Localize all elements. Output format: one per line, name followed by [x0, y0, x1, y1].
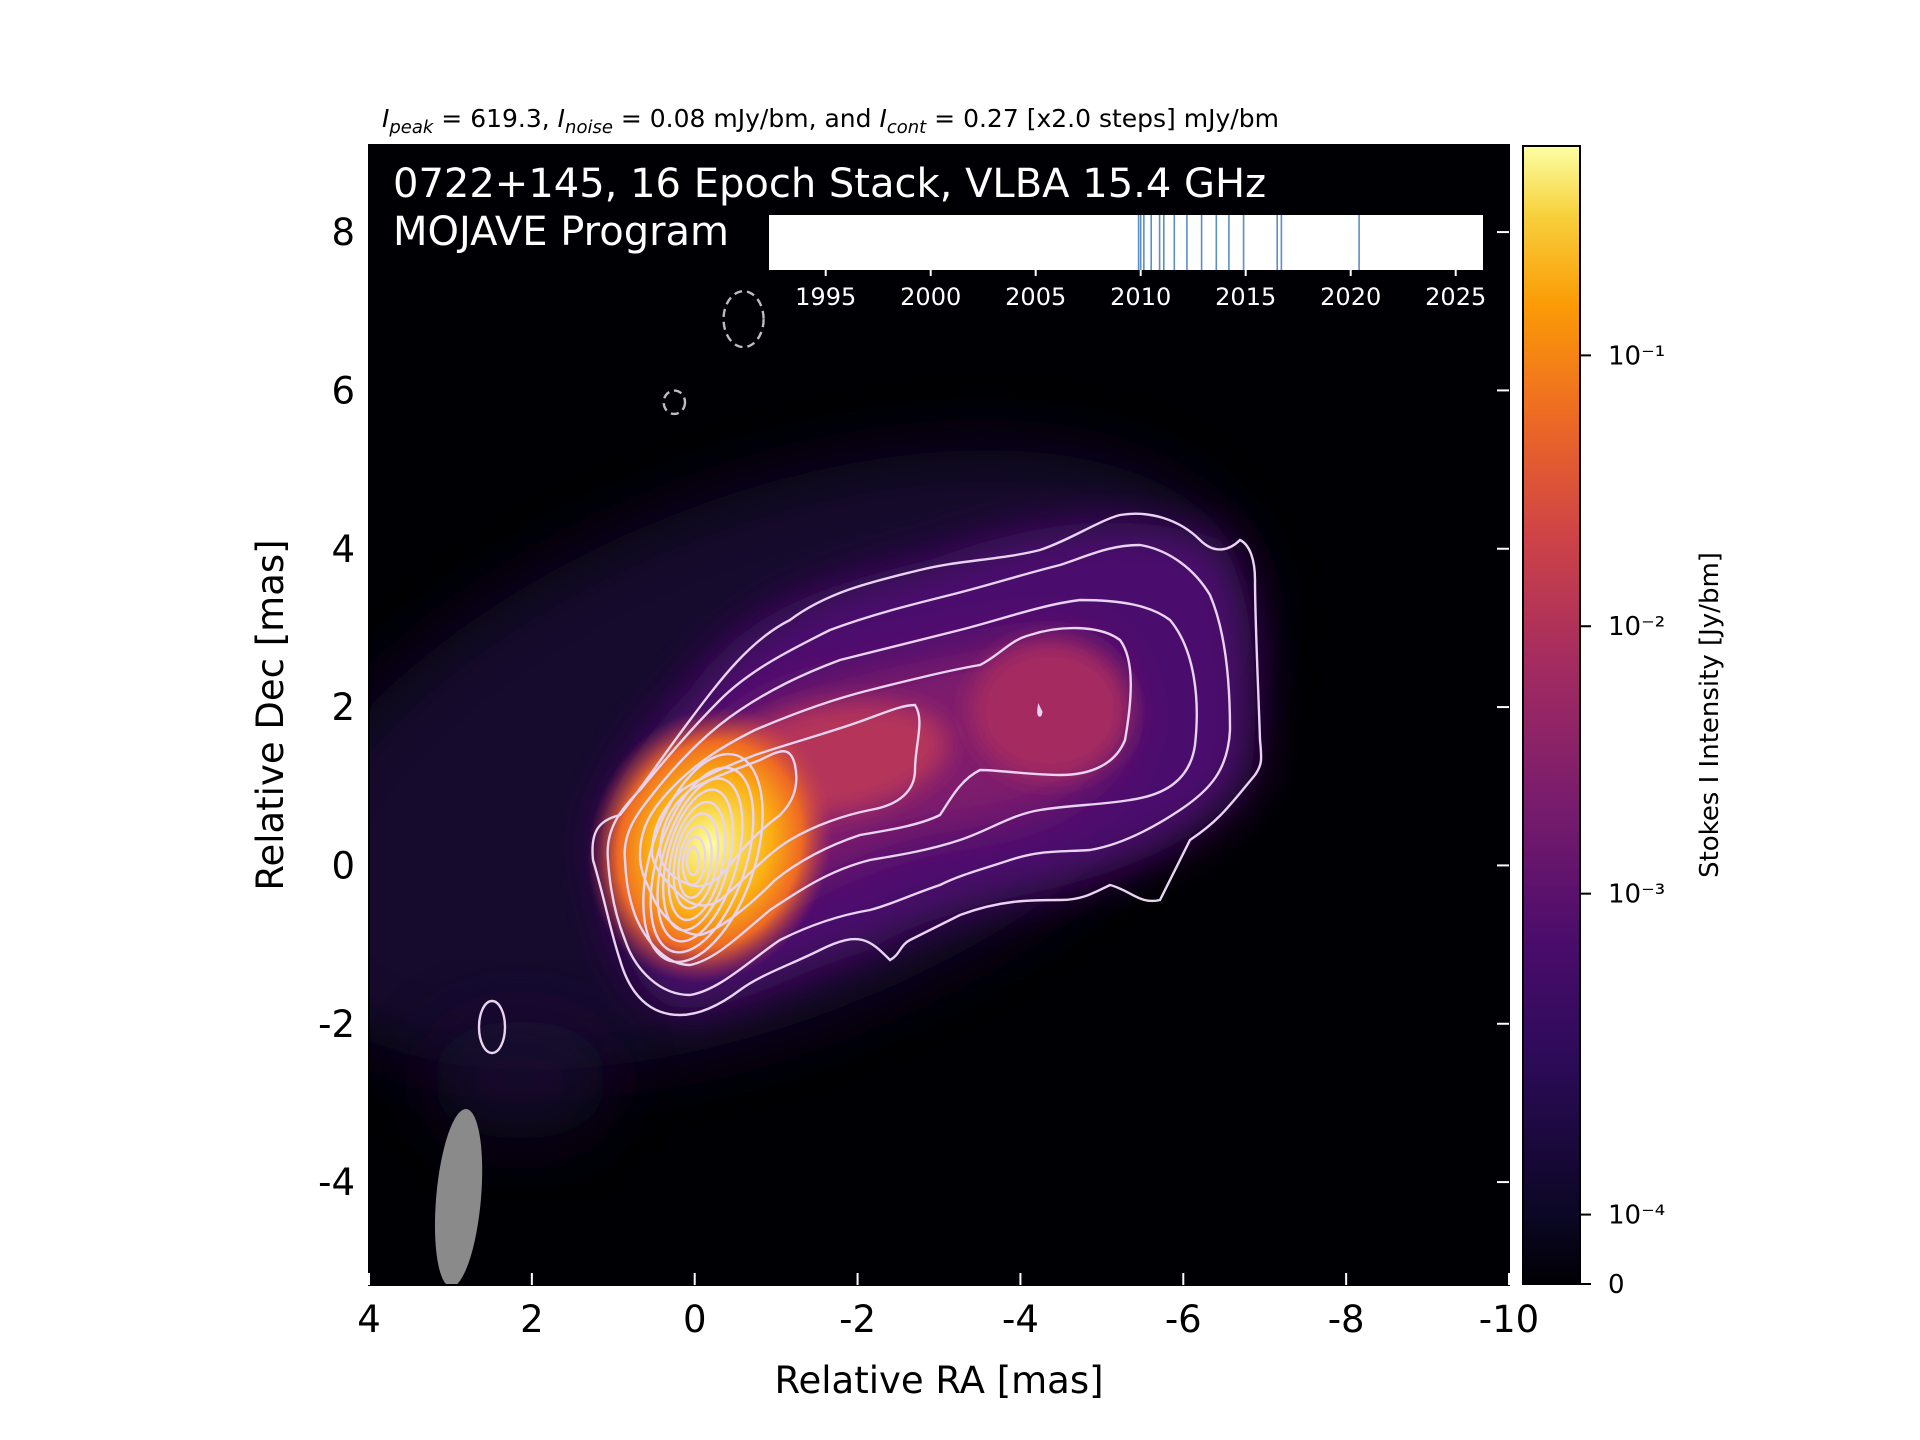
contour-isolated: [477, 999, 507, 1055]
contour-level-4: [638, 626, 1132, 937]
epoch-tick-label: 1995: [795, 283, 856, 311]
beam-ellipse: [434, 1108, 483, 1285]
y-tick-label: 2: [331, 686, 355, 729]
epoch-tick-label: 2015: [1215, 283, 1276, 311]
x-tick-label: -8: [1328, 1298, 1365, 1341]
contour-level-11: [667, 800, 727, 922]
contour-level-1: [591, 512, 1263, 1017]
epoch-timeline: 1995 2000 2005 2010 2015 2020 2025: [769, 215, 1486, 311]
contour-level-2: [606, 543, 1232, 997]
contour-level-5: [650, 703, 921, 907]
header-text: Ipeak = 619.3, Inoise = 0.08 mJy/bm, and…: [382, 104, 1279, 138]
y-axis: -4 -2 0 2 4 6 8: [318, 211, 1509, 1204]
x-axis-label: Relative RA [mas]: [774, 1359, 1103, 1402]
colorbar-label: Stokes I Intensity [Jy/bm]: [1695, 552, 1725, 878]
negative-contour: [722, 290, 765, 349]
y-axis-label: Relative Dec [mas]: [249, 539, 292, 890]
colorbar-ticks: 10⁻¹ 10⁻² 10⁻³ 10⁻⁴ 0: [1580, 341, 1665, 1300]
x-tick-label: 4: [357, 1298, 381, 1341]
y-tick-label: 8: [331, 211, 355, 254]
contour-level-3: [623, 598, 1198, 967]
x-tick-label: 0: [683, 1298, 707, 1341]
colorbar: 10⁻¹ 10⁻² 10⁻³ 10⁻⁴ 0 Stokes I Intensity [Jy…: [1522, 145, 1725, 1300]
y-tick-label: 4: [331, 528, 355, 571]
image-frame: [368, 144, 1510, 1286]
contour-level-10: [662, 788, 734, 932]
y-tick-label: -4: [318, 1161, 355, 1204]
contour-level-9: [656, 777, 744, 943]
x-tick-label: 2: [520, 1298, 544, 1341]
contour-level-13: [677, 825, 713, 899]
epoch-tick-label: 2005: [1005, 283, 1066, 311]
contour-level-8: [649, 766, 755, 954]
x-tick-label: -4: [1002, 1298, 1039, 1341]
contour-level-7: [642, 752, 764, 964]
contours: [477, 512, 1263, 1055]
contour-level-12: [672, 812, 720, 910]
colorbar-bar: [1522, 145, 1581, 1285]
y-tick-label: 6: [331, 369, 355, 412]
negative-contours: [662, 290, 765, 416]
colorbar-tick-label: 10⁻²: [1608, 612, 1665, 642]
y-tick-label: -2: [318, 1003, 355, 1046]
x-axis: 4 2 0 -2 -4 -6 -8 -10: [357, 1273, 1539, 1341]
epoch-tick-label: 2000: [900, 283, 961, 311]
program-label: MOJAVE Program: [393, 209, 729, 255]
x-tick-label: -6: [1165, 1298, 1202, 1341]
contour-level-15: [685, 845, 701, 877]
contour-level-14: [681, 835, 707, 887]
colorbar-tick-label: 10⁻³: [1608, 880, 1665, 910]
x-tick-label: -2: [839, 1298, 876, 1341]
epoch-timeline-box: [769, 215, 1483, 270]
epoch-tick-label: 2025: [1425, 283, 1486, 311]
epoch-tick-label: 2020: [1320, 283, 1381, 311]
colorbar-tick-label: 10⁻⁴: [1608, 1201, 1665, 1231]
y-tick-label: 0: [331, 844, 355, 887]
source-title: 0722+145, 16 Epoch Stack, VLBA 15.4 GHz: [393, 161, 1266, 207]
diffuse-emission-2: [430, 1020, 610, 1140]
negative-contour: [662, 389, 687, 416]
epoch-tick-label: 2010: [1110, 283, 1171, 311]
colorbar-tick-label: 0: [1608, 1270, 1625, 1300]
jet-knot-emission: [970, 640, 1130, 780]
x-tick-label: -10: [1479, 1298, 1539, 1341]
colorbar-tick-label: 10⁻¹: [1608, 341, 1665, 371]
image-panel: [369, 145, 1509, 1285]
contour-peak-knot: [1037, 703, 1043, 717]
